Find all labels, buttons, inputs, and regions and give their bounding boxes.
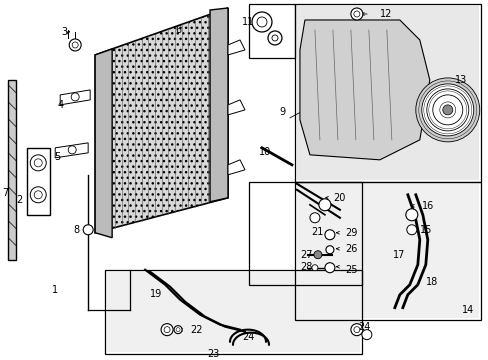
Circle shape: [350, 324, 362, 336]
Text: 6: 6: [175, 25, 181, 35]
Bar: [248, 4, 294, 58]
Circle shape: [267, 31, 282, 45]
Text: 9: 9: [278, 107, 285, 117]
Polygon shape: [60, 90, 90, 105]
Text: 26: 26: [345, 244, 357, 254]
Text: 29: 29: [345, 228, 357, 238]
Circle shape: [30, 187, 46, 203]
Text: 15: 15: [419, 225, 431, 235]
Text: 7: 7: [2, 188, 8, 198]
Circle shape: [350, 8, 362, 20]
Circle shape: [71, 93, 79, 101]
Circle shape: [421, 84, 473, 136]
Circle shape: [176, 328, 180, 332]
Circle shape: [442, 105, 452, 115]
Circle shape: [439, 102, 455, 118]
Bar: [296, 184, 478, 318]
Circle shape: [83, 225, 93, 235]
Text: 13: 13: [454, 75, 466, 85]
Circle shape: [324, 230, 334, 240]
Text: 23: 23: [206, 348, 219, 359]
Polygon shape: [227, 40, 244, 55]
Text: 18: 18: [425, 277, 437, 287]
Circle shape: [318, 199, 330, 211]
Circle shape: [415, 78, 479, 142]
Circle shape: [325, 246, 333, 254]
Text: 22: 22: [189, 325, 202, 335]
Polygon shape: [27, 148, 50, 215]
Circle shape: [251, 12, 271, 32]
Circle shape: [406, 225, 416, 235]
Circle shape: [257, 17, 266, 27]
Text: 16: 16: [421, 201, 433, 211]
Text: 28: 28: [300, 262, 312, 272]
Text: 12: 12: [379, 9, 391, 19]
Text: 17: 17: [392, 250, 404, 260]
Text: 21: 21: [311, 227, 324, 237]
Text: 3: 3: [61, 27, 67, 37]
Polygon shape: [8, 80, 16, 260]
Text: 27: 27: [300, 250, 312, 260]
Circle shape: [161, 324, 173, 336]
Text: 25: 25: [345, 265, 357, 275]
Circle shape: [353, 327, 359, 333]
Text: 5: 5: [54, 152, 60, 162]
Polygon shape: [55, 143, 88, 158]
Circle shape: [311, 265, 317, 271]
Text: 11: 11: [242, 17, 254, 27]
Text: 24: 24: [358, 321, 370, 332]
Circle shape: [405, 209, 417, 221]
Circle shape: [426, 89, 468, 131]
Bar: [105, 270, 361, 354]
Polygon shape: [95, 49, 112, 238]
Circle shape: [72, 42, 78, 48]
Circle shape: [68, 146, 76, 154]
Bar: [294, 182, 480, 320]
Circle shape: [164, 327, 170, 333]
Polygon shape: [95, 8, 227, 233]
Text: 1: 1: [52, 285, 58, 295]
Circle shape: [353, 11, 359, 17]
Bar: [248, 182, 361, 285]
Text: 8: 8: [73, 225, 79, 235]
Text: 14: 14: [461, 305, 473, 315]
Text: 2: 2: [16, 195, 22, 205]
Circle shape: [432, 95, 462, 125]
Circle shape: [69, 39, 81, 51]
Polygon shape: [227, 100, 244, 115]
Polygon shape: [227, 160, 244, 175]
Text: 24: 24: [241, 332, 254, 342]
Text: 4: 4: [57, 100, 63, 110]
Circle shape: [30, 155, 46, 171]
Circle shape: [324, 263, 334, 273]
Polygon shape: [299, 20, 429, 160]
Text: 19: 19: [150, 289, 162, 299]
Bar: [296, 6, 478, 180]
Circle shape: [34, 191, 42, 199]
Bar: [107, 272, 359, 352]
Circle shape: [271, 35, 277, 41]
Circle shape: [361, 330, 371, 339]
Bar: [294, 4, 480, 182]
Polygon shape: [210, 8, 227, 202]
Text: 10: 10: [258, 147, 270, 157]
Circle shape: [34, 159, 42, 167]
Circle shape: [174, 326, 182, 334]
Text: 20: 20: [333, 193, 346, 203]
Circle shape: [309, 213, 319, 223]
Circle shape: [313, 251, 321, 259]
